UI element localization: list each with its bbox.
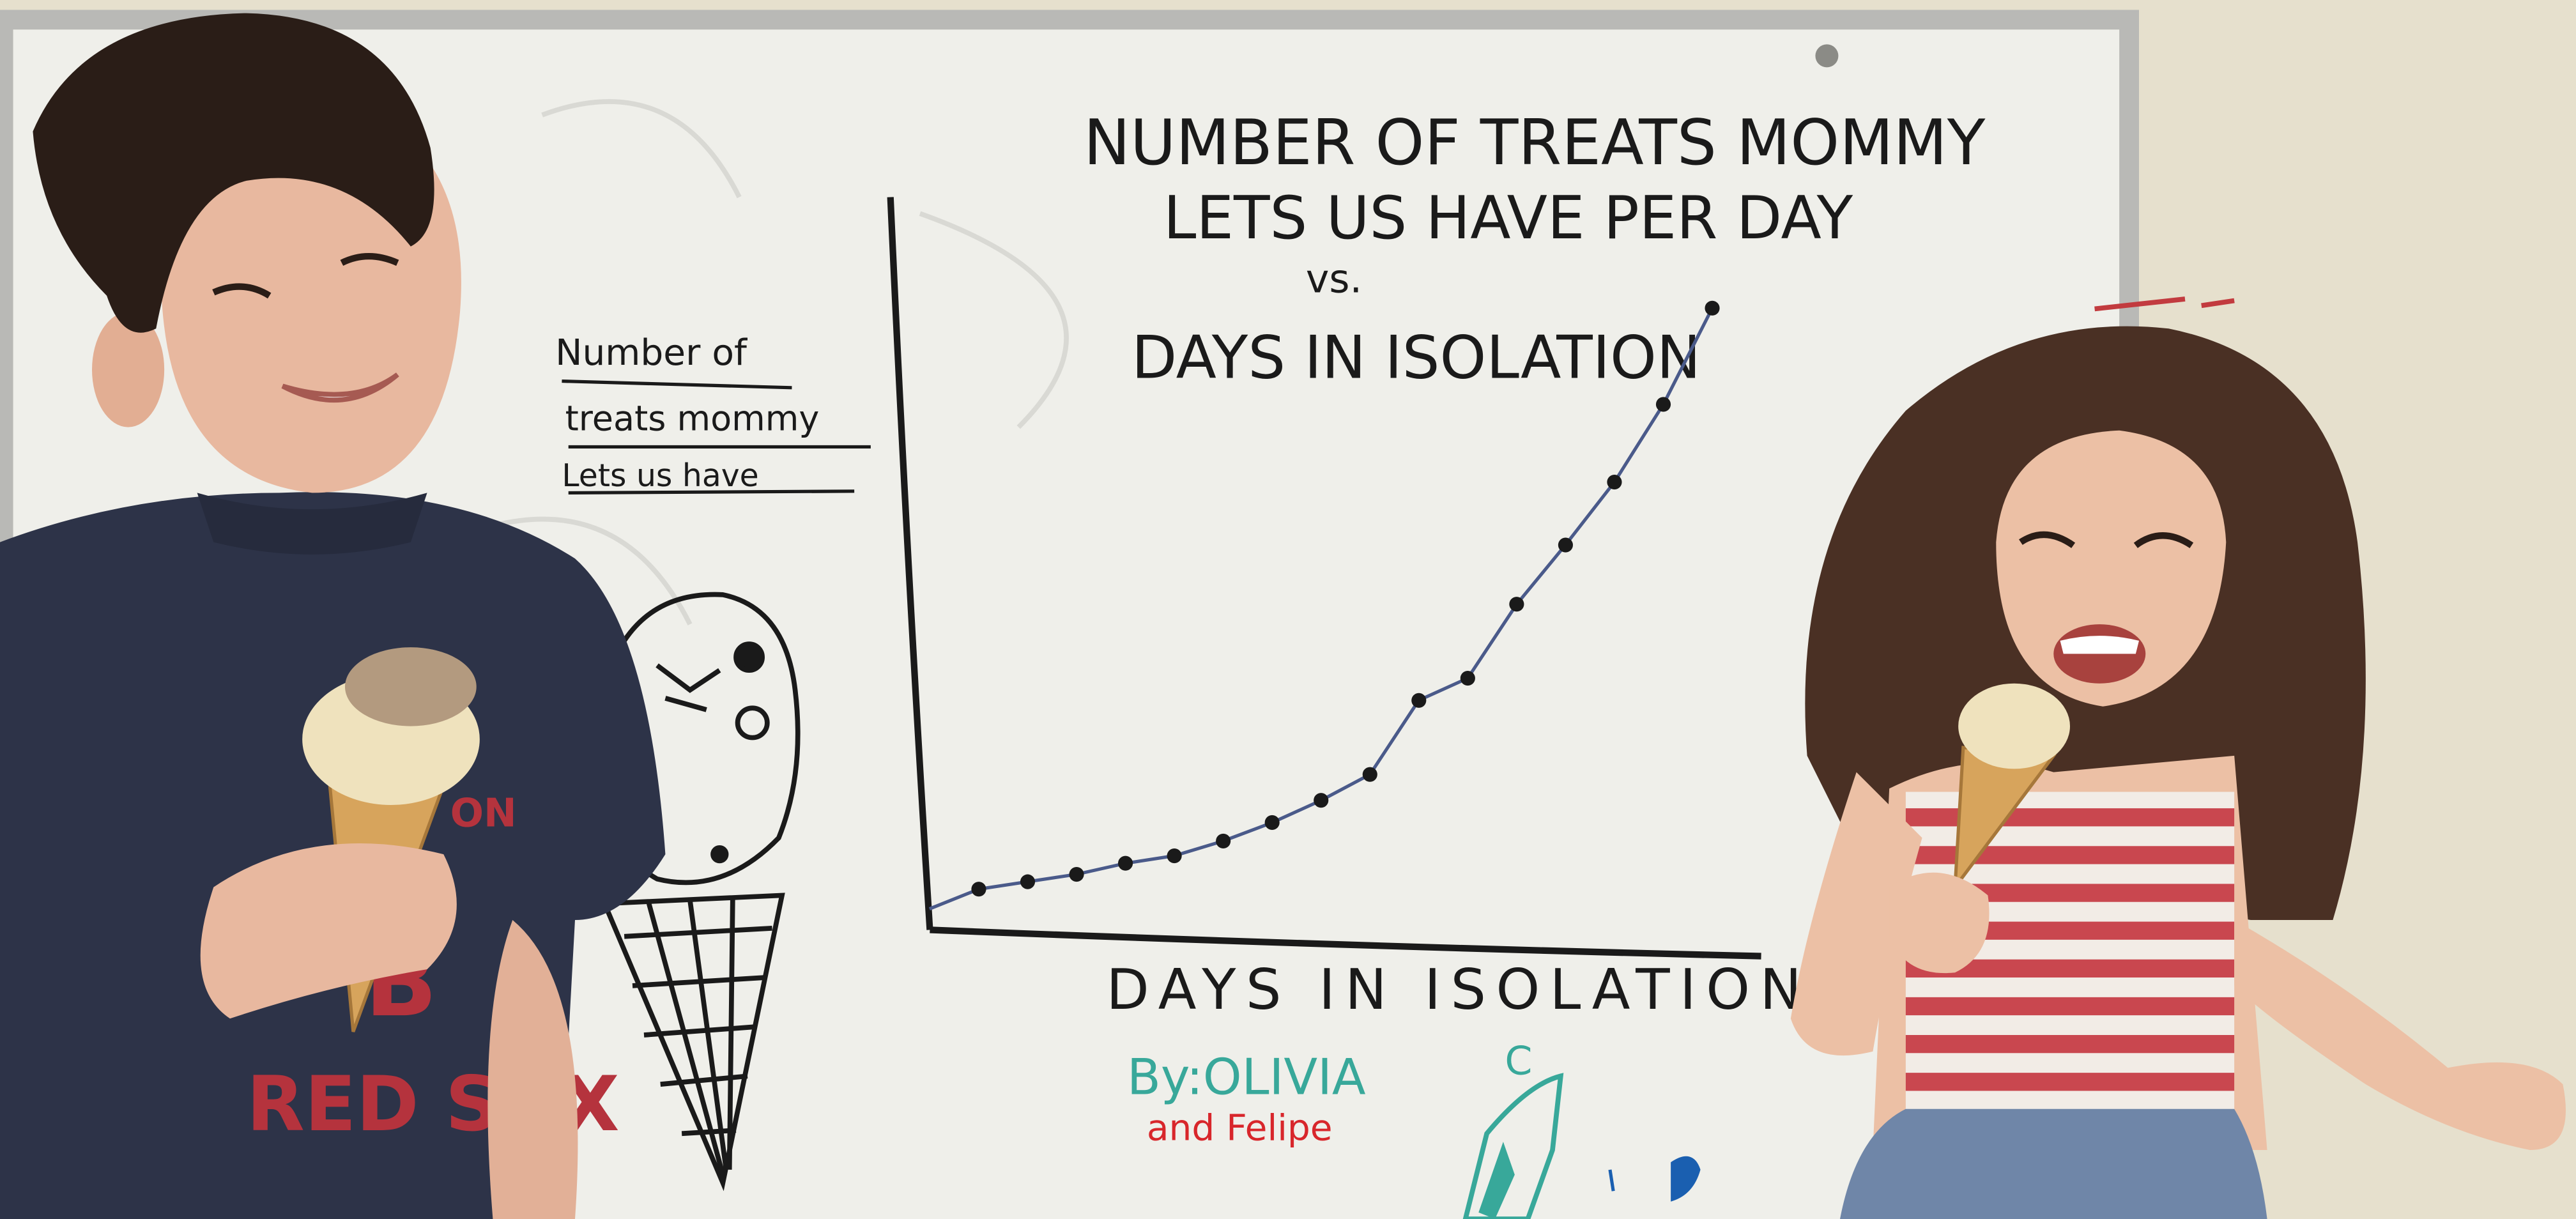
data-point xyxy=(1264,815,1280,831)
data-point xyxy=(1411,693,1427,708)
x-axis-label: DAYS IN ISOLATION xyxy=(1107,957,1812,1022)
y-axis-label-line2: treats mommy xyxy=(565,399,820,439)
credit-and: and Felipe xyxy=(1147,1107,1333,1149)
shirt-text-top: ON xyxy=(450,790,517,836)
x-axis-line xyxy=(930,926,1761,960)
boy-eyes xyxy=(212,253,399,299)
boy-arm xyxy=(487,920,578,1219)
girl xyxy=(1790,326,2566,1219)
chart-title-line3: DAYS IN ISOLATION xyxy=(1131,323,1701,392)
y-label-underline xyxy=(568,489,855,494)
y-axis-line xyxy=(887,197,933,930)
boy-ice-cream-top xyxy=(345,647,477,726)
data-point xyxy=(1460,670,1475,686)
girl-eyes xyxy=(2019,531,2194,549)
teal-doodle xyxy=(1462,1073,1564,1219)
credit-initial: C xyxy=(1505,1038,1532,1084)
data-point xyxy=(1167,848,1182,864)
boy-collar xyxy=(197,493,427,555)
teal-doodle-fill xyxy=(1478,1142,1515,1219)
board-tack xyxy=(1815,44,1839,68)
y-label-underline xyxy=(562,379,792,390)
boy-ear xyxy=(92,312,165,427)
girl-hand xyxy=(1889,872,1989,974)
data-point xyxy=(1069,866,1084,882)
data-point xyxy=(1216,833,1231,848)
data-point xyxy=(1118,855,1133,871)
y-axis-label-line3: Lets us have xyxy=(562,457,758,494)
data-point xyxy=(1509,597,1524,612)
blue-doodle xyxy=(1608,1156,1701,1202)
data-point xyxy=(1607,475,1622,490)
wall-red-marks xyxy=(2094,296,2235,312)
girl-ice-cream xyxy=(1958,683,2070,769)
data-point xyxy=(971,882,986,897)
data-point xyxy=(1655,397,1671,412)
chart-title-vs: vs. xyxy=(1306,256,1362,302)
girl-right-arm xyxy=(2234,920,2566,1150)
data-point xyxy=(1362,767,1377,782)
data-point xyxy=(1558,537,1573,553)
data-point xyxy=(1705,300,1720,316)
girl-skirt xyxy=(1840,1108,2267,1219)
credit-by: By:OLIVIA xyxy=(1127,1049,1366,1107)
girl-teeth xyxy=(2060,636,2139,654)
ice-cream-doodle xyxy=(601,592,801,1192)
boy: ON B RED SOX xyxy=(0,13,666,1219)
y-axis-label-line1: Number of xyxy=(555,332,747,374)
girl-left-arm xyxy=(1790,772,1922,1056)
data-point xyxy=(1314,793,1329,808)
eraser-smudges xyxy=(492,99,1069,625)
chart-title-line2: LETS US HAVE PER DAY xyxy=(1163,183,1853,252)
chart-plot-area xyxy=(887,197,1761,960)
boy-smile xyxy=(281,372,399,402)
boy-hand xyxy=(200,843,457,1019)
boy-hair xyxy=(33,13,434,333)
girl-face xyxy=(1996,430,2227,707)
data-point xyxy=(1020,874,1036,889)
chart-title-line1: NUMBER OF TREATS MOMMY xyxy=(1084,107,1986,180)
